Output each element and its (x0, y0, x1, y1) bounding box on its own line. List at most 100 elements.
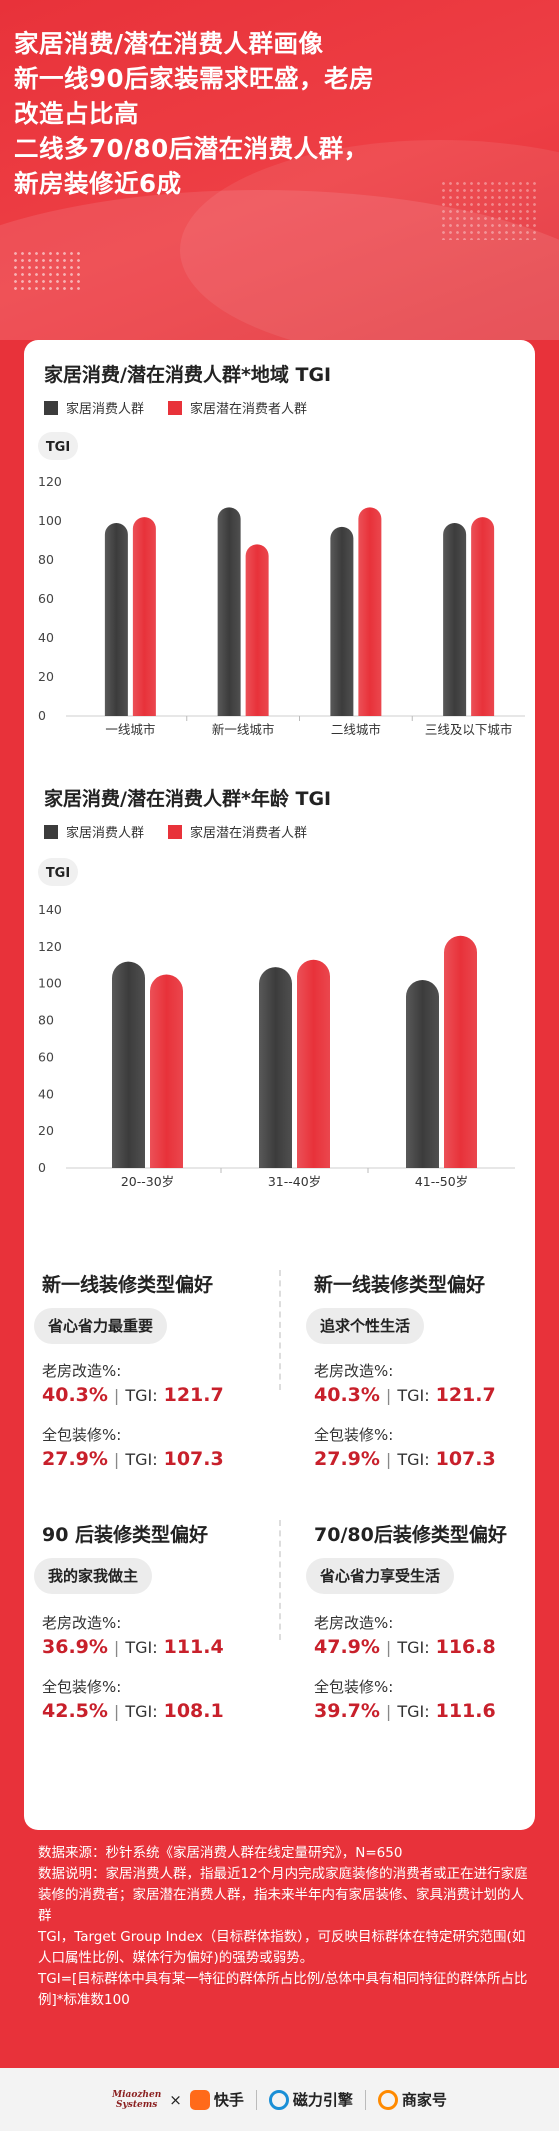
hero-dot-pattern (12, 250, 82, 290)
metric-tgi: 107.3 (435, 1448, 496, 1470)
legend-item: 家居消费人群 (44, 822, 144, 841)
y-tick-label: 0 (38, 1160, 46, 1175)
metric-separator: | (385, 1386, 392, 1405)
note-source: 数据来源：秒针系统《家居消费人群在线定量研究》，N=650 (38, 1845, 403, 1861)
kuaishou-label: 快手 (213, 2091, 244, 2109)
kuaishou-logo: 快手 (189, 2089, 244, 2110)
footer-logos: Miaozhen Systems × 快手 磁力引擎 商家号 (0, 2068, 559, 2131)
metric-separator: | (113, 1450, 120, 1469)
note-definition: 数据说明：家居消费人群，指最近12个月内完成家庭装修的消费者或正在进行家庭装修的… (38, 1866, 528, 1924)
pref-title: 新一线装修类型偏好 (42, 1274, 214, 1296)
legend-item: 家居消费人群 (44, 398, 144, 417)
metric-pct: 47.9% (314, 1636, 380, 1658)
bar-potential-consumers (358, 507, 382, 716)
region-chart-title: 家居消费/潜在消费人群*地域 TGI (44, 364, 332, 386)
metric-separator: | (113, 1386, 120, 1405)
pref-title: 新一线装修类型偏好 (314, 1274, 486, 1296)
metric-pct: 42.5% (42, 1700, 108, 1722)
metric-pct: 27.9% (42, 1448, 108, 1470)
y-tick-label: 60 (38, 591, 54, 606)
pref-title: 90 后装修类型偏好 (42, 1524, 209, 1546)
legend-item: 家居潜在消费者人群 (168, 822, 307, 841)
x-tick-label: 20--30岁 (121, 1174, 174, 1189)
y-axis-label: TGI (46, 440, 70, 455)
bar-consumers (406, 980, 439, 1168)
y-axis-label: TGI (46, 866, 70, 881)
pref-tag: 省心省力最重要 (34, 1308, 168, 1344)
y-tick-label: 80 (38, 1013, 54, 1028)
bar-consumers (217, 507, 241, 716)
miaozhen-line1: Miaozhen (112, 2089, 162, 2100)
column-divider (279, 1520, 281, 1640)
legend-swatch (44, 400, 58, 415)
y-tick-label: 100 (38, 976, 62, 991)
metric-pct: 27.9% (314, 1448, 380, 1470)
legend-label: 家居潜在消费者人群 (190, 826, 308, 841)
shangjiahao-label: 商家号 (401, 2091, 447, 2109)
bar-potential-consumers (471, 517, 495, 716)
metric-tgi-label: TGI: (125, 1386, 158, 1405)
legend-swatch (168, 400, 183, 415)
hero-banner: 家居消费/潜在消费人群画像 新一线90后家装需求旺盛，老房 改造占比高 二线多7… (0, 0, 559, 340)
pref-title: 70/80后装修类型偏好 (314, 1524, 507, 1546)
kuaishou-icon (189, 2089, 210, 2110)
hero-title: 家居消费/潜在消费人群画像 新一线90后家装需求旺盛，老房 改造占比高 二线多7… (14, 26, 544, 201)
y-tick-label: 20 (38, 1123, 54, 1138)
logo-divider (364, 2089, 366, 2110)
y-axis-label-bg (38, 858, 78, 886)
pref-tag: 追求个性生活 (306, 1308, 425, 1344)
hero-title-line: 新一线90后家装需求旺盛，老房 (14, 64, 375, 93)
miaozhen-logo: Miaozhen Systems (112, 2090, 161, 2110)
metric-value: 27.9% | TGI: 107.3 (314, 1448, 496, 1470)
hero-title-line: 改造占比高 (14, 99, 139, 128)
metric-value: 47.9% | TGI: 116.8 (314, 1636, 496, 1658)
legend-label: 家居消费人群 (66, 826, 145, 841)
cili-logo: 磁力引擎 (268, 2089, 353, 2110)
metric-label: 全包装修%: (314, 1678, 394, 1696)
note-tgi-definition: TGI，Target Group Index（目标群体指数），可反映目标群体在特… (38, 1929, 526, 1966)
legend-item: 家居潜在消费者人群 (168, 398, 307, 417)
metric-value: 40.3% | TGI: 121.7 (314, 1384, 496, 1406)
metric-value: 36.9% | TGI: 111.4 (42, 1636, 224, 1658)
hero-title-line: 二线多70/80后潜在消费人群， (14, 134, 369, 163)
y-tick-label: 120 (38, 939, 62, 954)
x-tick-label: 41--50岁 (415, 1174, 468, 1189)
bar-potential-consumers (297, 959, 330, 1168)
miaozhen-line2: Systems (116, 2099, 158, 2110)
bar-potential-consumers (245, 544, 269, 716)
metric-separator: | (113, 1638, 120, 1657)
bar-consumers (330, 526, 354, 716)
metric-tgi: 116.8 (435, 1636, 496, 1658)
metric-separator: | (385, 1450, 392, 1469)
metric-tgi: 107.3 (163, 1448, 224, 1470)
metric-value: 42.5% | TGI: 108.1 (42, 1700, 224, 1722)
shangjiahao-logo: 商家号 (377, 2089, 447, 2110)
metric-tgi: 108.1 (163, 1700, 224, 1722)
region-tgi-chart: TGI 120 100 80 60 40 20 0 一线城市 新一线城市 二线城市 三线及以下城市 (38, 432, 525, 737)
metric-separator: | (385, 1638, 392, 1657)
bar-potential-consumers (132, 517, 156, 716)
metric-tgi-label: TGI: (397, 1450, 430, 1469)
metric-pct: 39.7% (314, 1700, 380, 1722)
x-tick-label: 三线及以下城市 (425, 722, 513, 737)
metric-pct: 40.3% (314, 1384, 380, 1406)
legend-label: 家居消费人群 (66, 402, 145, 417)
bar-consumers (104, 522, 128, 716)
y-tick-label: 40 (38, 630, 54, 645)
note-tgi-formula: TGI=[目标群体中具有某一特征的群体所占比例/总体中具有相同特征的群体所占比例… (38, 1971, 528, 2008)
metric-label: 全包装修%: (314, 1426, 394, 1444)
y-tick-label: 0 (38, 708, 46, 723)
age-chart-legend: 家居消费人群 家居潜在消费者人群 (44, 822, 331, 841)
hero-title-line: 新房装修近6成 (14, 169, 182, 198)
region-chart-legend: 家居消费人群 家居潜在消费者人群 (44, 398, 331, 417)
metric-tgi: 111.6 (435, 1700, 496, 1722)
metric-value: 40.3% | TGI: 121.7 (42, 1384, 224, 1406)
metric-tgi-label: TGI: (125, 1638, 158, 1657)
y-tick-label: 60 (38, 1049, 54, 1064)
hero-dot-pattern (440, 180, 540, 240)
bar-potential-consumers (444, 935, 477, 1168)
age-chart-title: 家居消费/潜在消费人群*年龄 TGI (44, 788, 332, 810)
bar-consumers (443, 522, 467, 716)
y-tick-label: 20 (38, 669, 54, 684)
y-tick-label: 140 (38, 902, 62, 917)
